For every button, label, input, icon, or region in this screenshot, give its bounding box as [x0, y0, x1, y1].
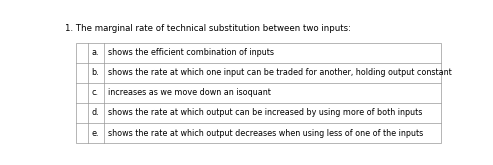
Text: e.: e.: [91, 129, 99, 137]
Text: a.: a.: [91, 48, 99, 57]
Text: d.: d.: [91, 108, 99, 117]
Bar: [76, 43, 441, 143]
Text: shows the rate at which output can be increased by using more of both inputs: shows the rate at which output can be in…: [108, 108, 423, 117]
Text: shows the rate at which output decreases when using less of one of the inputs: shows the rate at which output decreases…: [108, 129, 423, 137]
Text: 1. The marginal rate of technical substitution between two inputs:: 1. The marginal rate of technical substi…: [65, 24, 351, 33]
Text: increases as we move down an isoquant: increases as we move down an isoquant: [108, 88, 271, 97]
Text: shows the rate at which one input can be traded for another, holding output cons: shows the rate at which one input can be…: [108, 68, 452, 77]
Text: shows the efficient combination of inputs: shows the efficient combination of input…: [108, 48, 274, 57]
Text: b.: b.: [91, 68, 99, 77]
Text: c.: c.: [91, 88, 98, 97]
